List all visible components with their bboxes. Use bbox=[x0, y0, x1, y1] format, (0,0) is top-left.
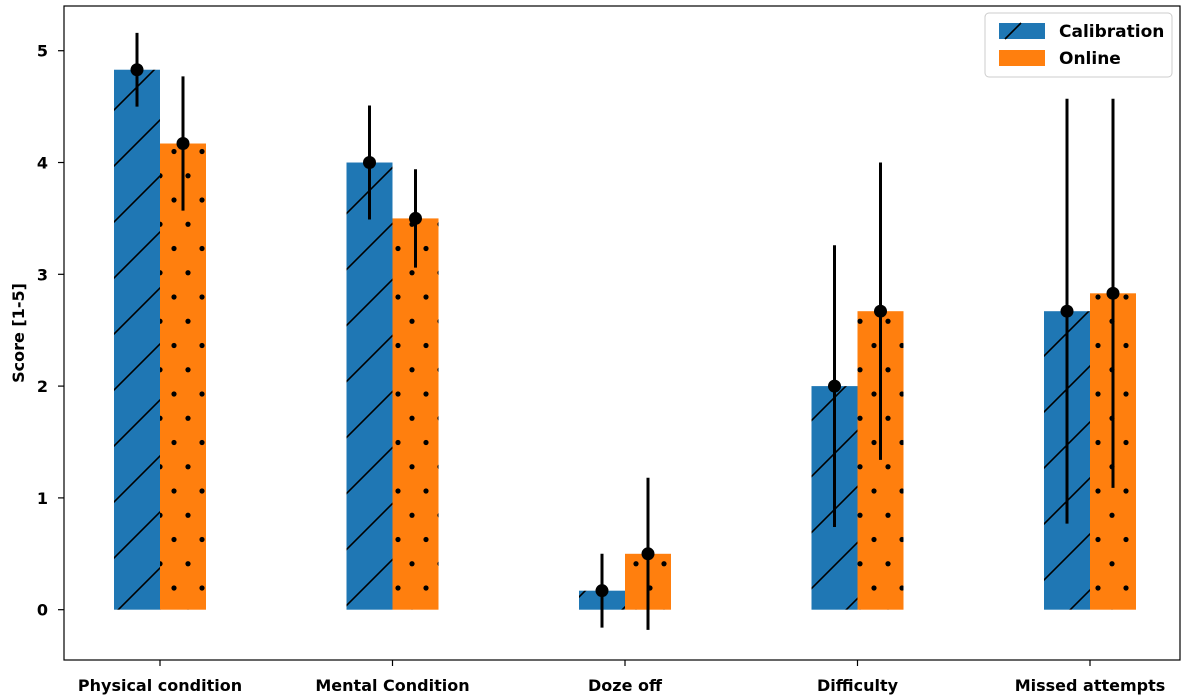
bar-online-1 bbox=[392, 218, 439, 610]
mean-point-calibration-3 bbox=[828, 379, 841, 393]
legend-label-online: Online bbox=[1059, 49, 1121, 69]
y-axis-title: Score [1-5] bbox=[9, 283, 28, 383]
y-tick-label-4: 4 bbox=[37, 154, 48, 173]
y-tick-label-1: 1 bbox=[37, 489, 48, 508]
legend: Calibration Online bbox=[984, 12, 1173, 78]
mean-point-online-4 bbox=[1106, 286, 1120, 300]
mean-point-online-2 bbox=[641, 547, 655, 561]
y-tick-label-2: 2 bbox=[37, 377, 48, 396]
y-tick-label-3: 3 bbox=[37, 265, 48, 284]
mean-point-calibration-4 bbox=[1060, 304, 1074, 318]
legend-swatch-calibration bbox=[999, 23, 1045, 39]
legend-hatch-mark bbox=[1004, 22, 1022, 40]
mean-point-calibration-1 bbox=[363, 156, 376, 170]
y-tick-label-5: 5 bbox=[37, 42, 48, 61]
x-tick-label-4: Missed attempts bbox=[1015, 676, 1166, 695]
x-tick-label-1: Mental Condition bbox=[315, 676, 469, 695]
mean-point-online-3 bbox=[874, 304, 887, 318]
mean-point-online-0 bbox=[176, 137, 190, 151]
plot-frame bbox=[63, 5, 1181, 661]
bar-calibration-1 bbox=[346, 162, 393, 610]
legend-swatch-online bbox=[999, 50, 1045, 66]
mean-point-calibration-0 bbox=[130, 63, 144, 77]
x-tick-label-0: Physical condition bbox=[78, 676, 242, 695]
legend-label-calibration: Calibration bbox=[1059, 22, 1164, 42]
mean-point-online-1 bbox=[409, 211, 422, 225]
bar-calibration-0 bbox=[114, 69, 160, 610]
x-tick-label-3: Difficulty bbox=[817, 676, 899, 695]
x-tick-label-2: Doze off bbox=[588, 676, 663, 695]
mean-point-calibration-2 bbox=[595, 584, 609, 598]
bar-online-0 bbox=[160, 143, 206, 610]
y-tick-label-0: 0 bbox=[37, 601, 48, 620]
